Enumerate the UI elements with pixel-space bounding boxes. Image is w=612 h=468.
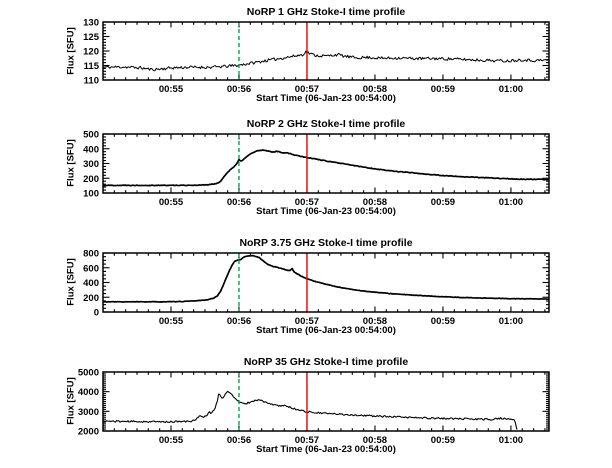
panel-375ghz-xlabel: Start Time (06-Jan-23 00:54:00) [256,325,396,336]
panel-375ghz-ylabel: Flux [SFU] [65,258,77,306]
flux-series-line [102,50,550,72]
x-tick-label: 00:55 [159,316,184,327]
x-tick-label: 00:55 [159,84,184,95]
x-tick-label: 00:57 [295,84,319,95]
y-tick-label: 100 [83,189,99,200]
x-tick-label: 00:55 [159,435,184,446]
panel-375ghz-title: NoRP 3.75 GHz Stoke-I time profile [239,237,413,249]
y-tick-label: 200 [83,174,99,185]
y-tick-label: 400 [83,144,99,155]
y-tick-label: 200 [83,293,99,304]
panel-2ghz-xlabel: Start Time (06-Jan-23 00:54:00) [256,206,396,217]
y-tick-label: 3000 [78,407,99,418]
flux-series-line [102,254,550,303]
x-tick-label: 00:59 [431,316,455,327]
x-tick-label: 00:56 [227,84,251,95]
x-tick-label: 00:55 [159,197,184,208]
panel-1ghz-xlabel: Start Time (06-Jan-23 00:54:00) [256,93,396,104]
plot-frame [102,252,550,313]
x-tick-label: 00:58 [363,84,387,95]
x-tick-label: 00:59 [431,84,455,95]
x-tick-label: 00:58 [363,435,387,446]
tick-marks [103,21,549,81]
y-tick-label: 130 [83,18,99,29]
panel-2: 0 200 400 600 800 00:55 00:56 00:57 00:58 00:59 01… [83,249,550,327]
x-tick-label: 00:57 [295,197,319,208]
y-tick-label: 110 [84,76,99,87]
y-tick-label: 0 [94,308,99,319]
panel-35ghz-xlabel: Start Time (06-Jan-23 00:54:00) [256,444,396,455]
plot-frame [102,133,550,194]
x-tick-label: 00:57 [295,316,319,327]
plot-frame [102,371,550,432]
panel-1ghz-title: NoRP 1 GHz Stoke-I time profile [246,6,406,18]
flux-series-line [102,149,550,187]
panel-2ghz-ylabel: Flux [SFU] [65,139,77,187]
y-tick-label: 125 [83,32,100,43]
panel-1ghz-ylabel: Flux [SFU] [65,27,77,75]
x-tick-label: 01:00 [499,435,523,446]
x-tick-label: 00:58 [363,316,387,327]
plot-frame [102,21,550,81]
x-tick-label: 01:00 [499,316,523,327]
y-tick-label: 120 [83,47,99,58]
x-tick-label: 00:56 [227,197,251,208]
y-tick-label: 300 [83,159,99,170]
x-tick-label: 00:56 [227,435,251,446]
y-tick-label: 2000 [78,427,99,438]
x-tick-label: 00:57 [295,435,319,446]
y-tick-label: 600 [83,263,99,274]
flux-series-line [102,390,518,430]
panel-35ghz-ylabel: Flux [SFU] [65,377,77,425]
x-tick-label: 01:00 [499,197,523,208]
y-tick-label: 4000 [78,387,99,398]
panel-3: 2000 3000 4000 5000 00:55 00:56 00:57 00:58 00:5… [78,368,550,446]
x-tick-label: 00:59 [431,197,455,208]
x-tick-label: 01:00 [499,84,523,95]
x-tick-label: 00:56 [227,316,251,327]
tick-marks [103,252,549,313]
panel-0: 110 115 120 125 130 00:55 00:56 00:57 00:58 00:59… [83,18,550,95]
y-tick-label: 400 [83,278,99,289]
x-tick-label: 00:58 [363,197,387,208]
x-tick-label: 00:59 [431,435,455,446]
panel-1: 100 200 300 400 500 00:55 00:56 00:57 00:58 00:59… [83,130,550,208]
tick-marks [103,133,549,194]
panel-2ghz-title: NoRP 2 GHz Stoke-I time profile [246,118,406,130]
y-tick-label: 800 [83,249,99,260]
y-tick-label: 115 [84,61,100,72]
panel-35ghz-title: NoRP 35 GHz Stoke-I time profile [243,356,409,368]
y-tick-label: 500 [83,130,99,141]
y-tick-label: 5000 [78,368,99,379]
